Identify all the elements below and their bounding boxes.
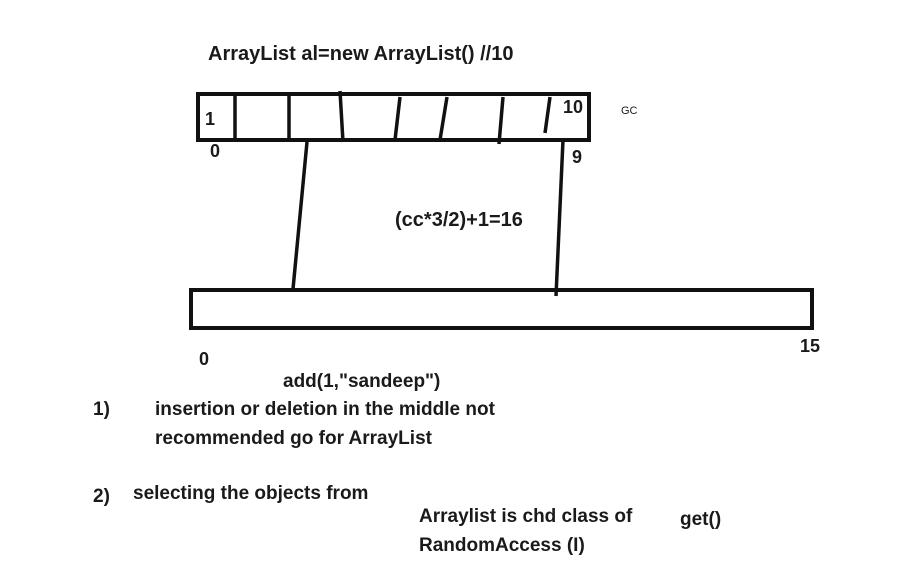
old-array-first-value: 1 [205,109,216,129]
new-array-start-index: 0 [199,349,210,369]
note-line: insertion or deletion in the middle not [155,399,495,420]
old-array-box [196,92,591,142]
old-array-divider [338,90,345,143]
copy-line-right [554,139,565,297]
random-access-line: Arraylist is chd class of [419,506,633,527]
old-array-capacity-label: 10 [563,97,584,117]
old-array [196,90,591,145]
get-method-text: get() [680,509,722,530]
note-line: recommended go for ArrayList [155,428,432,449]
old-array-divider [438,96,449,141]
note-line: selecting the objects from [133,483,369,504]
old-array-divider [543,96,552,134]
copy-line-left [291,141,309,290]
note-number: 2) [93,486,110,507]
new-array-box [189,288,814,330]
random-access-line: RandomAccess (I) [419,535,585,556]
title-text: ArrayList al=new ArrayList() //10 [208,43,514,65]
old-array-end-index: 9 [572,147,583,167]
add-call-text: add(1,"sandeep") [283,371,441,392]
old-array-start-index: 0 [210,141,221,161]
old-array-divider [393,96,402,141]
old-array-divider [497,96,505,145]
note-number: 1) [93,399,110,420]
growth-formula: (cc*3/2)+1=16 [395,209,523,231]
new-array-end-index: 15 [800,336,821,356]
gc-label: GC [621,105,638,117]
